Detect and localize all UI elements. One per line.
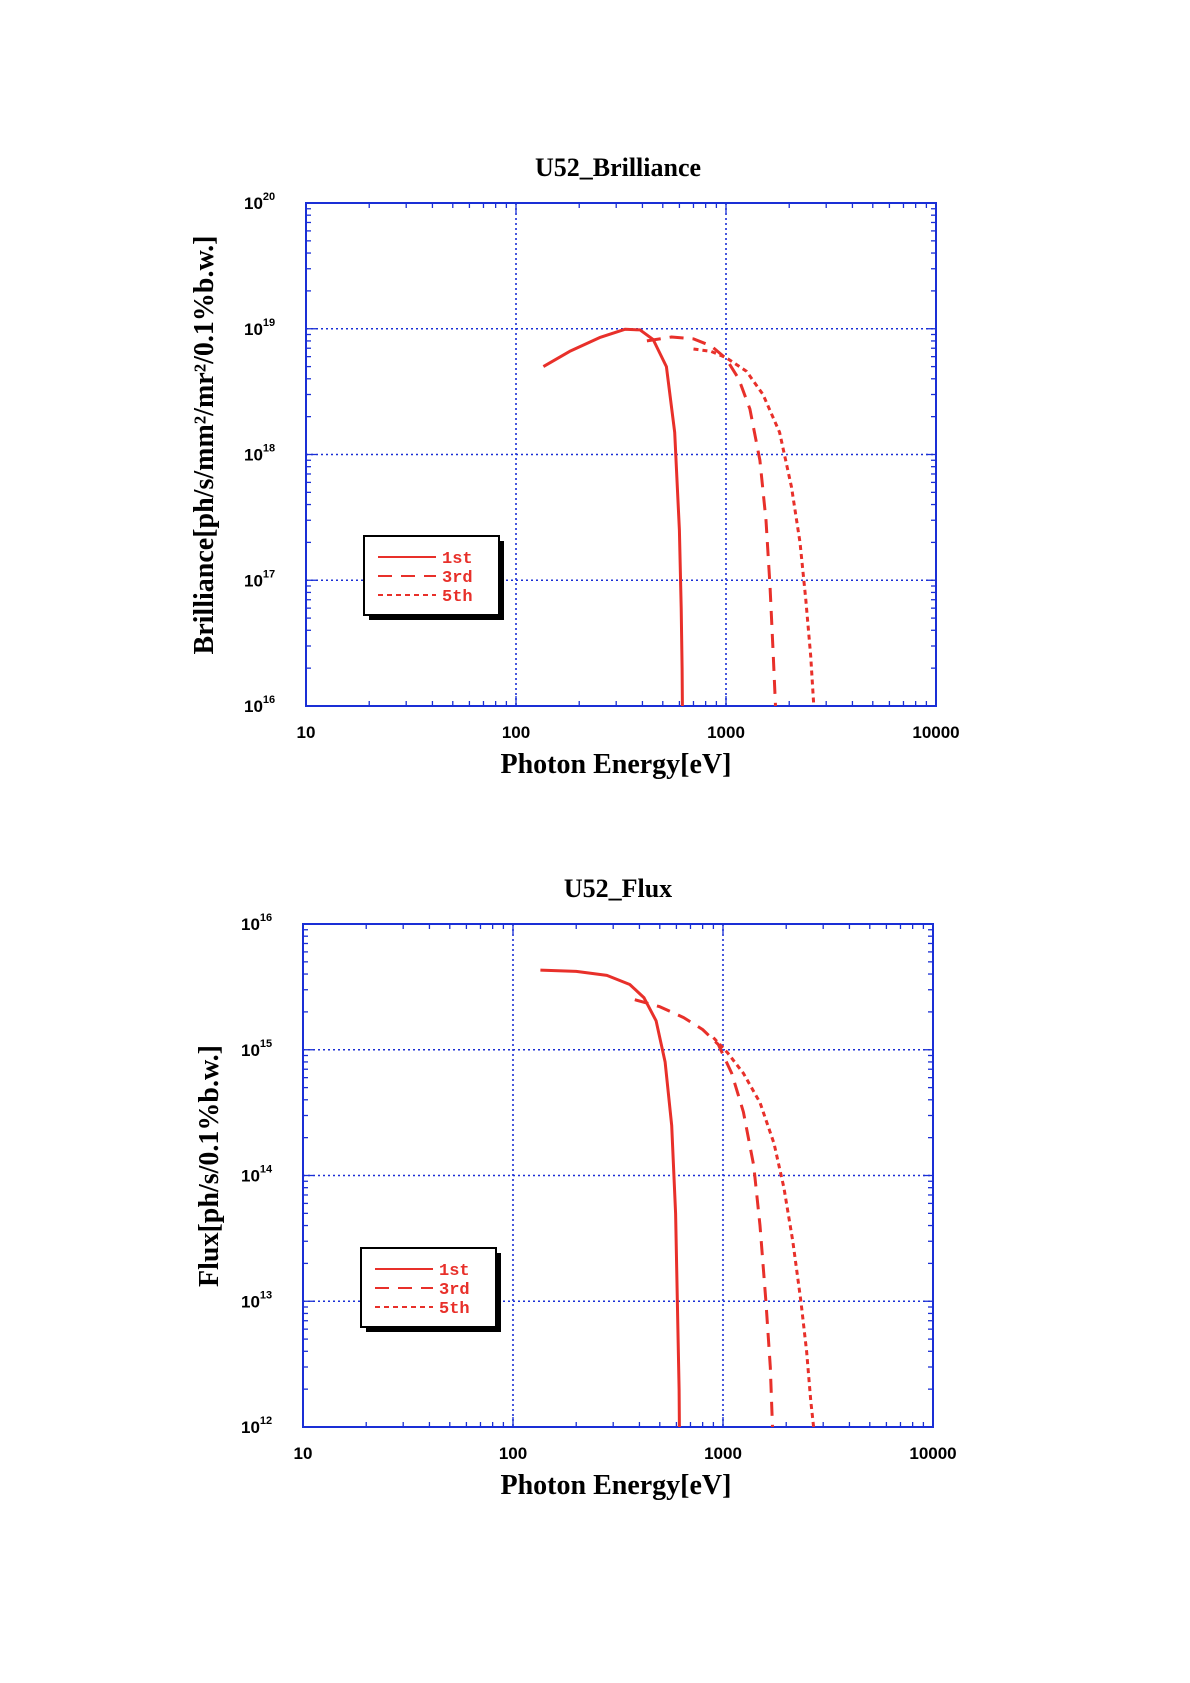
y-tick-label: 1014 — [241, 1164, 273, 1186]
legend-label-1st: 1st — [439, 1262, 470, 1281]
series-line-5th — [712, 1036, 816, 1428]
x-tick-labels: 10 100 1000 10000 — [294, 1444, 957, 1463]
series-group — [540, 968, 816, 1428]
legend-label-3rd: 3rd — [442, 569, 473, 588]
x-axis-label: Photon Energy[eV] — [501, 749, 732, 780]
series-line-3rd — [646, 335, 777, 707]
legend-label-1st: 1st — [442, 550, 473, 569]
x-tick-labels: 10 100 1000 10000 — [297, 723, 960, 742]
y-tick-label: 1016 — [241, 912, 272, 934]
series-group — [542, 327, 816, 707]
x-tick-label: 1000 — [707, 723, 745, 742]
series-line-1st — [542, 327, 684, 707]
y-tick-label: 1015 — [241, 1038, 272, 1060]
legend-label-5th: 5th — [439, 1300, 470, 1319]
series-line-1st — [540, 968, 681, 1428]
y-tick-label: 1016 — [244, 694, 275, 716]
y-tick-label: 1012 — [241, 1415, 272, 1437]
y-tick-labels: 1012 1013 1014 1015 1016 — [241, 912, 273, 1437]
grid-lines — [306, 203, 936, 706]
flux-chart: U52_Flux Photon Energy[eV] Flux[ph/s/0.1… — [194, 874, 957, 1501]
y-tick-labels: 1016 1017 1018 1019 1020 — [244, 191, 275, 716]
x-tick-label: 10000 — [909, 1444, 956, 1463]
y-tick-label: 1017 — [244, 568, 275, 590]
x-tick-label: 100 — [502, 723, 530, 742]
series-line-5th — [693, 347, 816, 707]
brilliance-chart: U52_Brilliance Photon Energy[eV] Brillia… — [189, 153, 960, 780]
x-tick-label: 10 — [297, 723, 316, 742]
plot-frame — [302, 923, 934, 1428]
legend-label-5th: 5th — [442, 588, 473, 607]
x-tick-label: 10000 — [912, 723, 959, 742]
plot-frame — [305, 202, 937, 707]
chart-title: U52_Brilliance — [535, 153, 701, 182]
y-tick-label: 1018 — [244, 443, 275, 465]
x-tick-label: 10 — [294, 1444, 313, 1463]
legend-label-3rd: 3rd — [439, 1281, 470, 1300]
chart-title: U52_Flux — [564, 874, 672, 903]
grid-lines — [303, 924, 933, 1427]
y-tick-label: 1020 — [244, 191, 275, 213]
series-line-3rd — [634, 998, 774, 1428]
x-axis-label: Photon Energy[eV] — [501, 1470, 732, 1501]
y-tick-label: 1013 — [241, 1289, 272, 1311]
y-tick-label: 1019 — [244, 317, 275, 339]
y-axis-label: Brilliance[ph/s/mm²/mr²/0.1%b.w.] — [189, 236, 220, 655]
x-tick-label: 1000 — [704, 1444, 742, 1463]
y-axis-label: Flux[ph/s/0.1%b.w.] — [194, 1045, 225, 1287]
x-tick-label: 100 — [499, 1444, 527, 1463]
